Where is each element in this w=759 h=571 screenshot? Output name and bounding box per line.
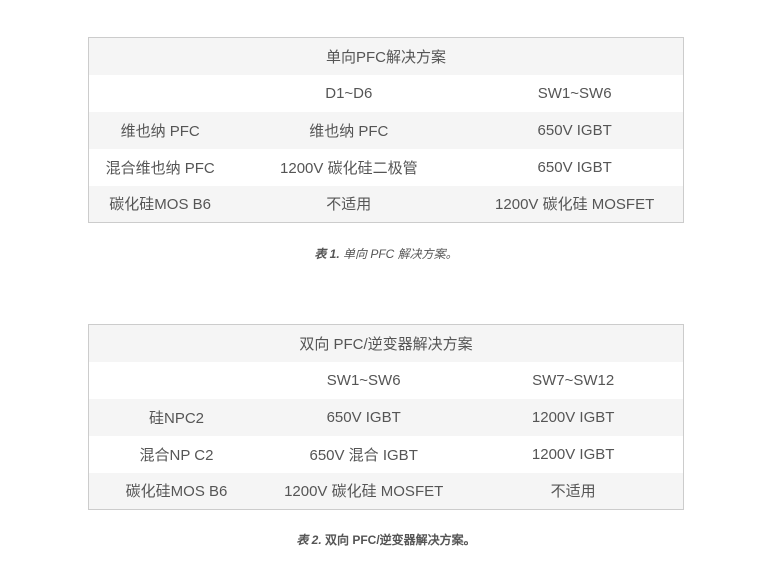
document-content: 单向PFC解决方案 D1~D6 SW1~SW6 维也纳 PFC 维也纳 PFC … xyxy=(88,0,684,547)
table1-colheader-sw1-sw6: SW1~SW6 xyxy=(537,84,612,102)
table1-caption-text: 单向 PFC 解决方案。 xyxy=(343,247,458,261)
table2-caption: 表 2. 双向 PFC/逆变器解决方案。 xyxy=(88,533,684,547)
table-row: 维也纳 PFC 维也纳 PFC 650V IGBT xyxy=(88,111,684,149)
table2-caption-text: 双向 PFC/逆变器解决方案。 xyxy=(325,533,476,547)
table-cell: 650V 混合 IGBT xyxy=(309,446,418,464)
table-cell: 维也纳 PFC xyxy=(309,122,389,140)
table1-colheader-d1-d6: D1~D6 xyxy=(325,84,373,102)
table2-caption-label: 表 2. xyxy=(296,533,322,547)
table-row: 碳化硅MOS B6 不适用 1200V 碳化硅 MOSFET xyxy=(88,185,684,223)
table-row: 混合维也纳 PFC 1200V 碳化硅二极管 650V IGBT xyxy=(88,148,684,186)
table-row: 混合NP C2 650V 混合 IGBT 1200V IGBT xyxy=(88,435,684,473)
table-cell: 维也纳 PFC xyxy=(120,122,200,140)
table-cell: 650V IGBT xyxy=(537,121,612,139)
table-cell: 硅NPC2 xyxy=(149,409,205,427)
table-cell: 混合维也纳 PFC xyxy=(105,159,215,177)
table-cell: 碳化硅MOS B6 xyxy=(125,483,228,501)
table-cell: 不适用 xyxy=(550,483,596,501)
table-bidirectional-pfc-inverter: 双向 PFC/逆变器解决方案 SW1~SW6 SW7~SW12 硅NPC2 65… xyxy=(88,324,684,510)
table-row: 硅NPC2 650V IGBT 1200V IGBT xyxy=(88,398,684,436)
table2-title: 双向 PFC/逆变器解决方案 xyxy=(299,335,473,353)
table-cell: 650V IGBT xyxy=(537,158,612,176)
table-cell: 1200V 碳化硅 MOSFET xyxy=(284,483,444,501)
table-cell: 1200V IGBT xyxy=(531,445,615,463)
table-row: 碳化硅MOS B6 1200V 碳化硅 MOSFET 不适用 xyxy=(88,472,684,510)
table2-colheader-blank xyxy=(89,362,265,399)
table-unidirectional-pfc: 单向PFC解决方案 D1~D6 SW1~SW6 维也纳 PFC 维也纳 PFC … xyxy=(88,37,684,223)
table1-title: 单向PFC解决方案 xyxy=(325,48,446,66)
table2-column-header-row: SW1~SW6 SW7~SW12 xyxy=(88,361,684,399)
table-cell: 1200V 碳化硅二极管 xyxy=(280,159,418,177)
table-cell: 碳化硅MOS B6 xyxy=(109,196,211,214)
table-cell: 650V IGBT xyxy=(326,408,401,426)
table1-caption-label: 表 1. xyxy=(314,247,340,261)
table-cell: 1200V IGBT xyxy=(531,408,615,426)
table2-title-row: 双向 PFC/逆变器解决方案 xyxy=(88,324,684,362)
table1-title-row: 单向PFC解决方案 xyxy=(88,37,684,75)
table2-colheader-sw7-sw12: SW7~SW12 xyxy=(532,371,615,389)
table2-colheader-sw1-sw6: SW1~SW6 xyxy=(326,371,401,389)
table1-caption: 表 1. 单向 PFC 解决方案。 xyxy=(88,247,684,261)
table1-column-header-row: D1~D6 SW1~SW6 xyxy=(88,74,684,112)
table-cell: 1200V 碳化硅 MOSFET xyxy=(495,196,655,214)
table-cell: 混合NP C2 xyxy=(139,446,214,464)
table1-colheader-blank xyxy=(89,75,232,112)
table-cell: 不适用 xyxy=(326,196,372,214)
